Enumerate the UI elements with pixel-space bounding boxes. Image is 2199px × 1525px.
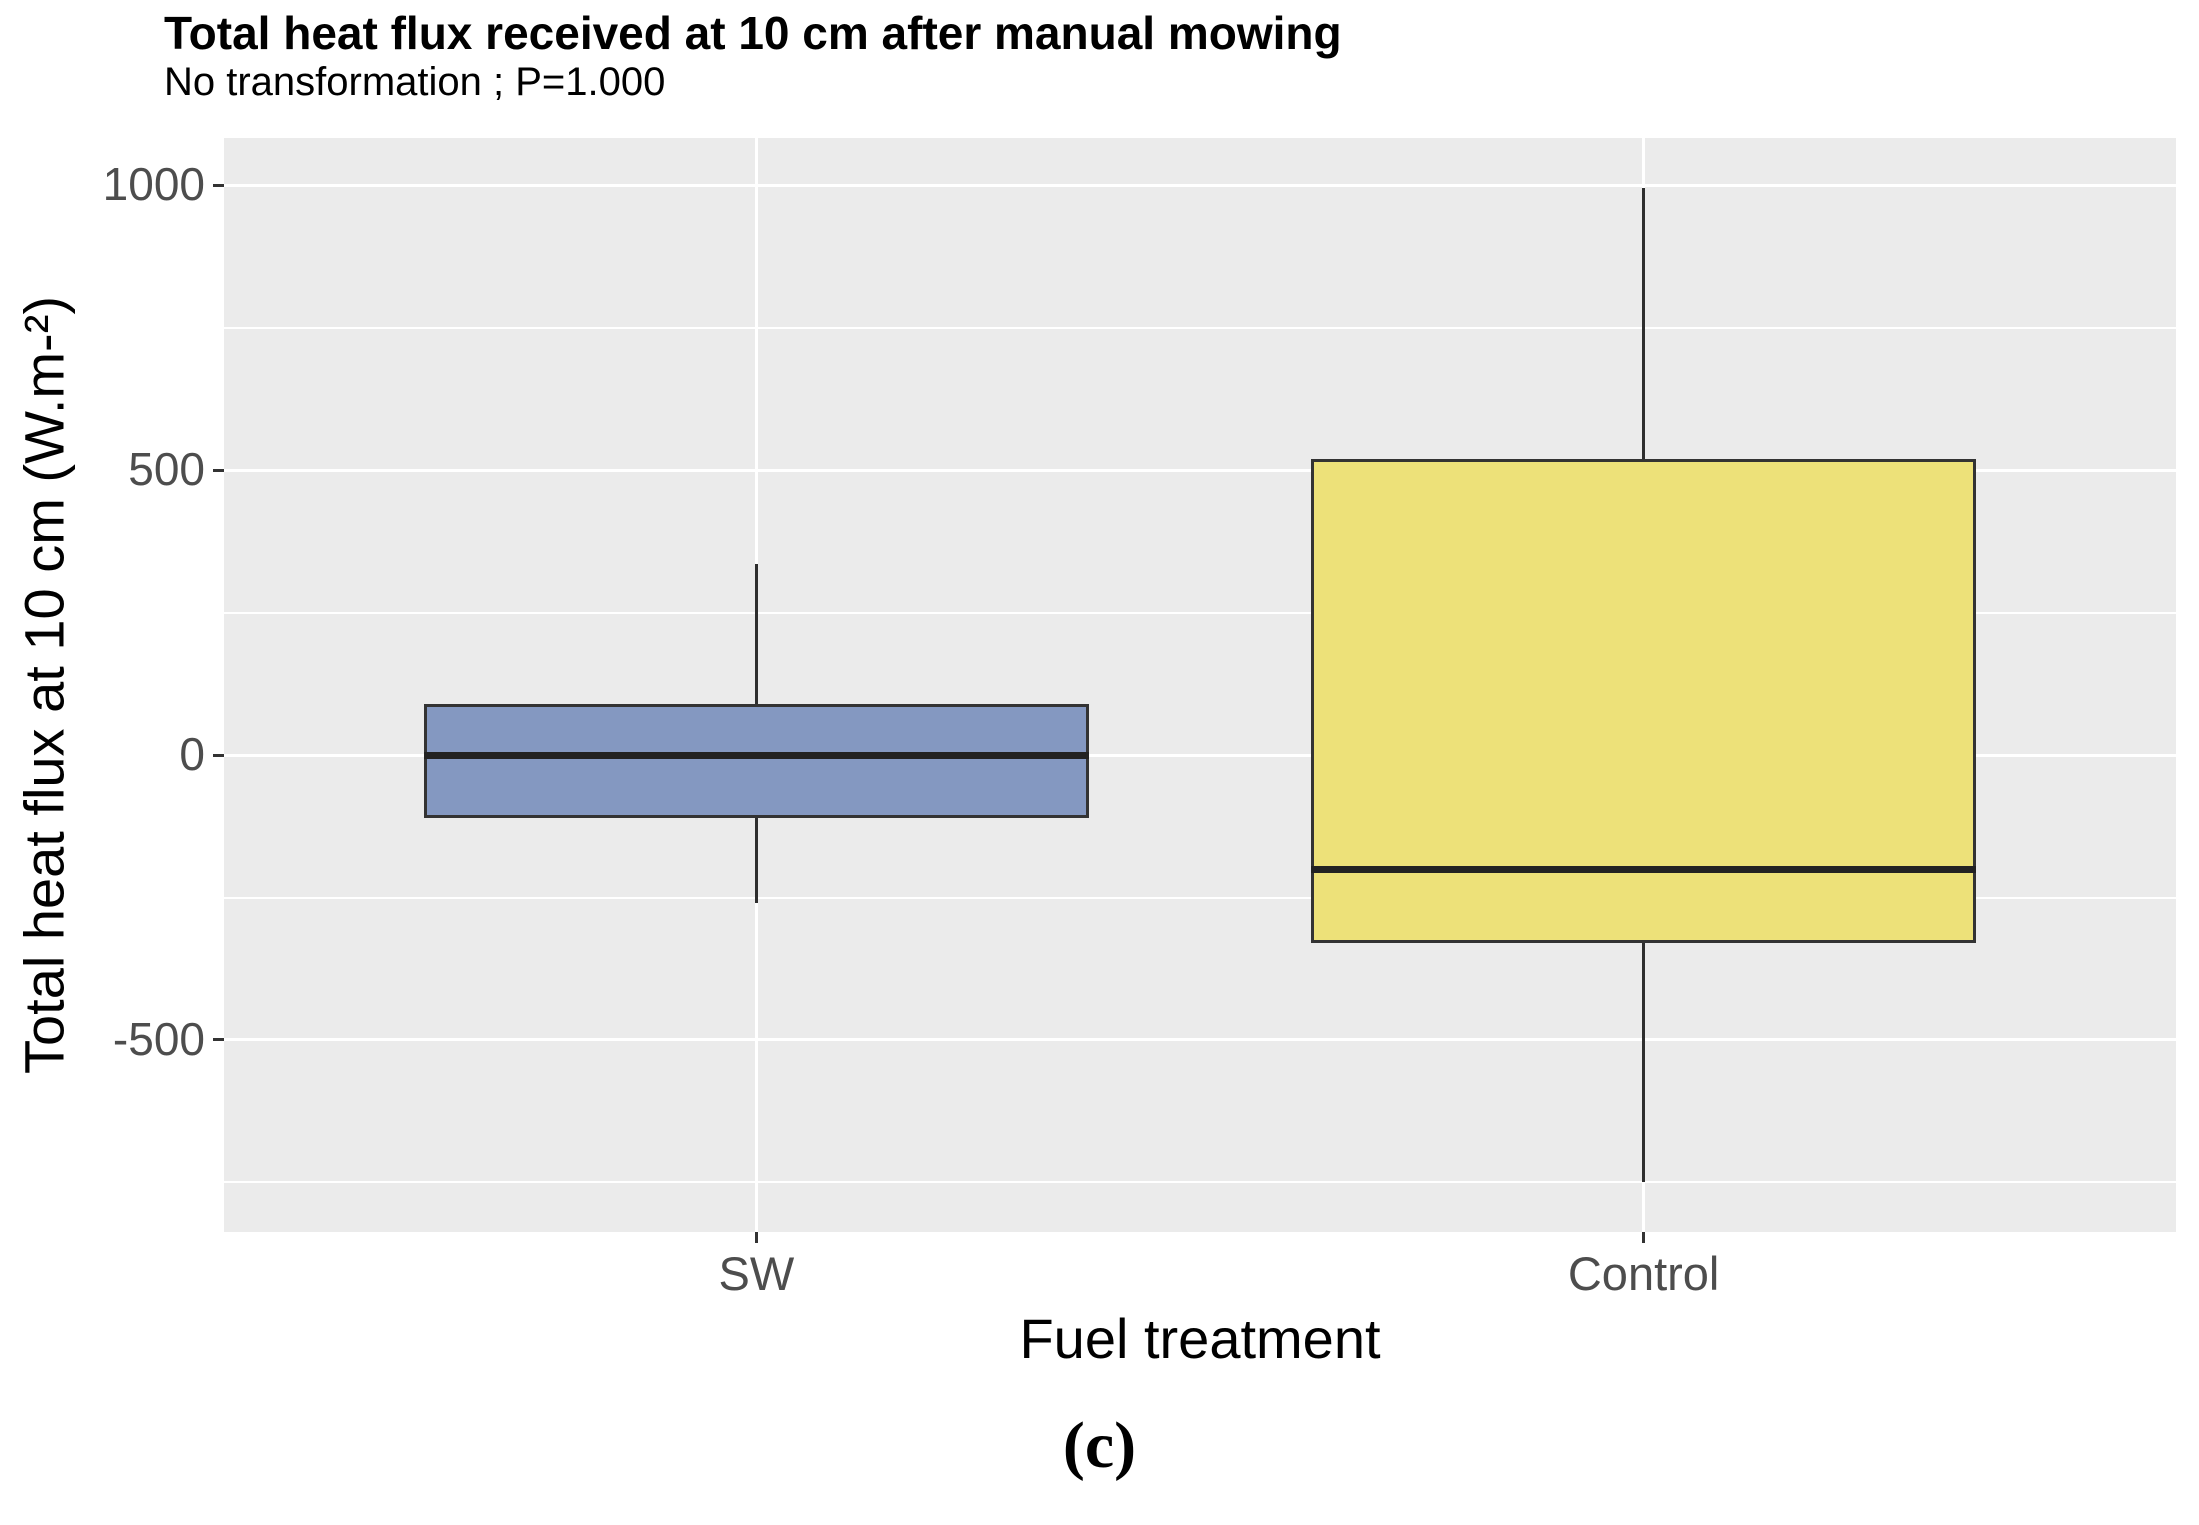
x-tick-label: Control (1567, 1247, 1720, 1300)
whisker-lower-sw (754, 817, 758, 904)
whisker-upper-control (1642, 188, 1646, 459)
gridline-major-y (224, 183, 2176, 187)
x-axis-title: Fuel treatment (1019, 1307, 1381, 1370)
x-tick-mark (754, 1232, 758, 1243)
gridline-minor-y (224, 611, 2176, 614)
chart-title: Total heat flux received at 10 cm after … (164, 7, 1342, 59)
gridline-major-y (224, 753, 2176, 757)
gridline-minor-y (224, 896, 2176, 899)
gridline-major-y (224, 1038, 2176, 1042)
gridline-major-y (224, 468, 2176, 472)
median-line-control (1310, 865, 1977, 873)
x-tick-label: SW (718, 1247, 795, 1300)
x-tick-mark (1642, 1232, 1646, 1243)
panel-letter-label: (c) (1062, 1409, 1137, 1482)
gridline-minor-y (224, 326, 2176, 329)
plot-panel (224, 138, 2176, 1232)
boxplot-box-control (1310, 458, 1977, 944)
y-tick-label: 0 (179, 727, 205, 780)
gridline-minor-y (224, 1181, 2176, 1184)
y-tick-mark (213, 1038, 224, 1042)
whisker-upper-sw (754, 564, 758, 704)
boxplot-box-sw (423, 703, 1090, 818)
y-tick-label: -500 (112, 1012, 205, 1065)
y-tick-mark (213, 753, 224, 757)
y-axis-title: Total heat flux at 10 cm (W.m-²) (12, 296, 76, 1074)
y-tick-mark (213, 468, 224, 472)
y-tick-label: 1000 (102, 158, 205, 211)
y-tick-label: 500 (128, 443, 205, 496)
whisker-lower-control (1642, 943, 1646, 1183)
chart-subtitle: No transformation ; P=1.000 (164, 60, 666, 104)
median-line-sw (423, 751, 1090, 759)
y-tick-mark (213, 183, 224, 187)
